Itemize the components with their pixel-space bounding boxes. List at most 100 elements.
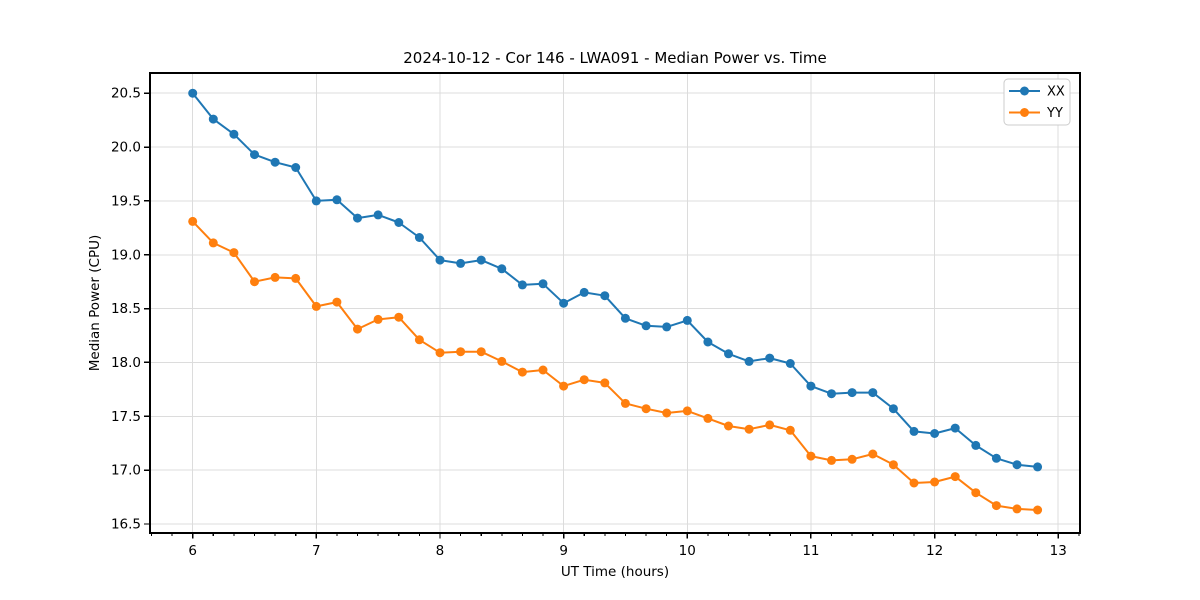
data-point <box>744 356 754 366</box>
x-tick-label: 10 <box>679 543 696 559</box>
data-point <box>373 210 383 220</box>
data-point <box>868 388 878 398</box>
data-point <box>888 460 898 470</box>
data-point <box>724 349 733 359</box>
data-point <box>662 322 672 332</box>
data-point <box>847 388 857 398</box>
data-point <box>579 287 589 297</box>
data-point <box>270 272 280 282</box>
data-point <box>827 455 836 465</box>
data-point <box>476 347 486 357</box>
data-point <box>971 488 981 498</box>
x-tick-label: 13 <box>1050 543 1067 559</box>
data-point <box>991 501 1001 511</box>
grid-lines <box>150 73 1080 533</box>
data-point <box>394 218 404 227</box>
data-point <box>250 277 259 287</box>
data-point <box>229 248 239 258</box>
y-tick-label: 19.0 <box>111 247 141 263</box>
legend-swatch-marker <box>1020 86 1029 96</box>
data-point <box>497 356 507 366</box>
data-point <box>703 413 713 423</box>
data-point <box>538 279 548 289</box>
data-point <box>682 315 692 325</box>
data-point <box>600 291 610 301</box>
y-tick-label: 19.5 <box>111 193 141 209</box>
data-point <box>559 381 569 391</box>
data-point <box>971 440 981 450</box>
y-axis-label: Median Power (CPU) <box>87 235 103 371</box>
data-point <box>517 280 527 290</box>
data-point <box>208 238 218 248</box>
legend: XX YY <box>1003 78 1071 126</box>
x-tick-label: 7 <box>312 543 321 559</box>
x-tick-label: 6 <box>188 543 197 559</box>
data-point <box>476 255 486 265</box>
axis-ticks <box>144 92 1080 539</box>
data-point <box>414 233 424 242</box>
data-point <box>332 297 342 307</box>
data-point <box>332 195 342 205</box>
x-tick-label: 9 <box>559 543 568 559</box>
y-tick-label: 18.5 <box>111 301 141 317</box>
data-point <box>806 451 816 461</box>
data-point <box>229 129 239 139</box>
axis-tick-labels: 6 7 8 9 10 11 12 13 16.5 17.0 17.5 18.0 18.5 19.0 19.5… <box>111 86 1067 559</box>
data-point <box>456 347 466 357</box>
data-point <box>847 454 857 464</box>
data-point <box>435 255 445 265</box>
data-point <box>909 426 919 436</box>
data-point <box>930 477 940 487</box>
y-tick-label: 18.0 <box>111 355 141 371</box>
data-point <box>435 348 445 358</box>
data-point <box>930 429 940 438</box>
data-point <box>620 398 630 408</box>
data-point <box>188 88 198 98</box>
data-point <box>682 406 692 416</box>
data-point <box>538 365 548 375</box>
data-point <box>1012 460 1022 470</box>
data-point <box>1033 505 1043 515</box>
data-point <box>909 478 919 488</box>
data-point <box>559 298 569 308</box>
series-line-yy <box>191 220 1038 511</box>
data-series <box>188 88 1043 515</box>
data-point <box>620 313 630 323</box>
data-point <box>765 353 775 363</box>
series-line-xx <box>191 92 1038 468</box>
data-point <box>724 421 733 431</box>
data-point <box>270 157 280 167</box>
data-point <box>888 404 898 414</box>
y-tick-label: 17.5 <box>111 409 141 425</box>
data-point <box>806 381 816 391</box>
data-point <box>188 216 198 226</box>
x-axis-label: UT Time (hours) <box>561 564 669 580</box>
data-point <box>208 114 218 124</box>
x-tick-label: 11 <box>802 543 819 559</box>
y-tick-label: 20.5 <box>111 86 141 102</box>
data-point <box>353 213 362 223</box>
data-point <box>1012 504 1022 514</box>
y-tick-label: 17.0 <box>111 463 141 479</box>
data-point <box>497 264 507 274</box>
data-point <box>456 258 466 268</box>
data-point <box>600 378 610 388</box>
legend-label: XX <box>1047 85 1065 100</box>
data-point <box>641 321 651 331</box>
chart-title: 2024-10-12 - Cor 146 - LWA091 - Median P… <box>403 49 827 67</box>
data-point <box>291 163 301 172</box>
data-point <box>291 273 301 283</box>
data-point <box>785 425 795 435</box>
data-point <box>250 150 259 160</box>
x-tick-label: 12 <box>926 543 943 559</box>
data-point <box>353 324 362 334</box>
data-point <box>703 337 713 347</box>
data-point <box>394 312 404 322</box>
x-tick-label: 8 <box>436 543 445 559</box>
legend-swatch-marker <box>1020 108 1029 117</box>
data-point <box>373 314 383 324</box>
data-point <box>311 196 321 206</box>
data-point <box>785 359 795 368</box>
